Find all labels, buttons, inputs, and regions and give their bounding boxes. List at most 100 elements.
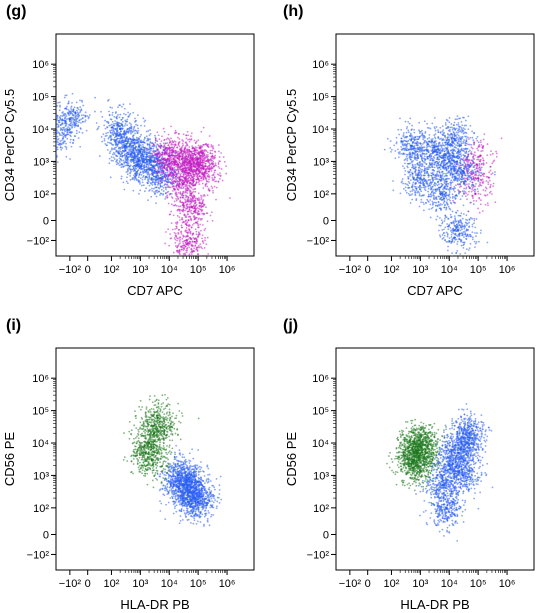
data-point	[77, 116, 80, 119]
data-point	[121, 141, 123, 144]
data-point	[134, 167, 137, 170]
data-point	[45, 139, 47, 141]
data-point	[204, 236, 206, 239]
data-point	[454, 150, 457, 153]
data-point	[129, 127, 132, 129]
data-point	[130, 152, 133, 155]
data-point	[187, 179, 190, 182]
data-point	[132, 128, 135, 131]
data-point	[179, 179, 182, 182]
data-point	[140, 163, 143, 165]
data-point	[183, 151, 186, 154]
data-point	[191, 170, 194, 173]
data-point	[167, 144, 170, 146]
data-point	[46, 138, 48, 140]
data-point	[186, 156, 189, 159]
data-point	[187, 160, 190, 163]
data-point	[156, 153, 159, 156]
data-point	[144, 151, 146, 154]
data-point	[119, 130, 122, 133]
data-point	[177, 191, 180, 194]
data-point	[206, 151, 209, 154]
data-point	[129, 130, 132, 132]
y-axis-title: CD34 PerCP Cy5.5	[2, 89, 17, 201]
data-point	[134, 148, 137, 151]
data-point	[174, 203, 177, 206]
data-point	[200, 206, 203, 209]
data-point	[136, 165, 139, 168]
data-point	[107, 131, 109, 134]
data-point	[107, 98, 110, 101]
data-point	[174, 140, 177, 143]
data-point	[174, 129, 177, 132]
data-point	[211, 174, 214, 177]
data-point	[112, 144, 115, 146]
data-point	[194, 199, 197, 202]
data-point	[138, 146, 141, 149]
data-point	[190, 226, 193, 229]
data-point	[125, 146, 128, 148]
data-point	[130, 140, 133, 143]
data-point	[455, 165, 458, 168]
data-point	[111, 114, 114, 116]
data-point	[63, 129, 66, 132]
data-point	[206, 180, 209, 183]
data-point	[200, 177, 203, 179]
data-point	[206, 145, 209, 147]
data-point	[198, 183, 201, 186]
data-point	[190, 175, 193, 177]
data-point	[193, 163, 195, 166]
data-point	[179, 197, 182, 199]
data-point	[192, 261, 194, 263]
data-point	[193, 259, 195, 261]
data-point	[215, 164, 217, 167]
data-point	[69, 130, 72, 133]
data-point	[136, 124, 139, 127]
data-point	[436, 156, 439, 159]
data-point	[54, 147, 56, 149]
data-point	[135, 178, 138, 181]
data-point	[174, 171, 176, 173]
data-point	[57, 101, 59, 104]
scatter-points	[45, 92, 231, 263]
data-point	[69, 124, 71, 127]
data-point	[50, 140, 52, 142]
data-point	[197, 139, 200, 142]
data-point	[423, 141, 426, 143]
data-point	[434, 129, 437, 132]
data-point	[440, 154, 443, 157]
data-point	[185, 168, 188, 171]
data-point	[155, 186, 158, 189]
data-point	[163, 173, 166, 176]
data-point	[132, 130, 135, 133]
data-point	[198, 213, 201, 216]
data-point	[172, 161, 175, 163]
data-point	[452, 187, 455, 190]
data-point	[446, 144, 449, 147]
data-point	[159, 142, 162, 145]
data-point	[168, 173, 171, 176]
data-point	[193, 209, 196, 212]
data-point	[206, 220, 209, 223]
data-point	[115, 121, 118, 123]
data-point	[433, 143, 436, 146]
data-point	[53, 140, 55, 142]
data-point	[127, 151, 129, 154]
data-point	[179, 175, 182, 178]
data-point	[182, 179, 185, 182]
data-point	[66, 131, 69, 134]
data-point	[161, 185, 164, 188]
data-point	[205, 206, 207, 209]
data-point	[132, 189, 135, 192]
data-point	[50, 155, 52, 157]
data-point	[201, 156, 203, 159]
data-point	[449, 165, 452, 168]
data-point	[213, 150, 216, 153]
data-point	[115, 135, 118, 138]
data-point	[418, 149, 421, 152]
data-point	[170, 163, 173, 165]
data-point	[189, 232, 192, 235]
data-point	[163, 180, 166, 183]
data-point	[199, 255, 202, 256]
data-point	[143, 159, 146, 162]
